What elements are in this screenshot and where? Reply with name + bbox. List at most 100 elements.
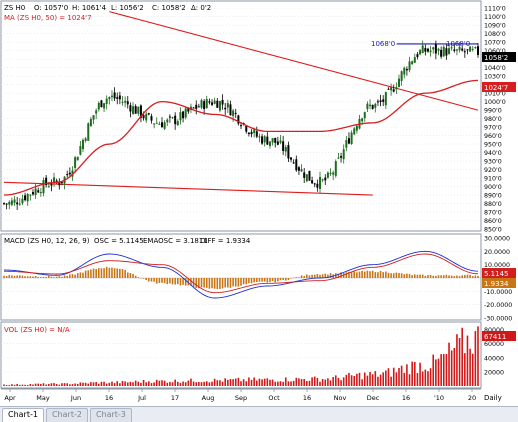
volume-bar	[321, 379, 324, 386]
macd-histogram-bar	[363, 271, 366, 278]
price-header-close: C: 1058'2	[152, 4, 186, 12]
price-y-tick: 1070'0	[484, 40, 506, 47]
trendline[interactable]	[109, 11, 479, 111]
volume-bar	[458, 337, 461, 386]
volume-bar	[158, 380, 161, 386]
trendline[interactable]	[3, 181, 373, 196]
macd-histogram-bar	[103, 268, 105, 278]
price-y-tick: 990'0	[484, 108, 502, 115]
macd-histogram-bar	[187, 278, 190, 286]
macd-histogram-bar	[76, 273, 79, 278]
candle	[458, 41, 461, 53]
volume-bar	[126, 382, 129, 386]
macd-histogram-bar	[411, 275, 413, 278]
volume-bar	[424, 369, 427, 386]
volume-bar	[477, 326, 479, 386]
macd-histogram-bar	[11, 275, 13, 278]
price-y-tick: 950'0	[484, 142, 502, 149]
macd-histogram-bar	[382, 272, 384, 278]
macd-histogram-bar	[61, 276, 63, 278]
macd-histogram-bar	[424, 275, 427, 278]
ma-price-badge	[482, 82, 516, 92]
macd-histogram-bar	[290, 278, 292, 279]
candle	[147, 112, 150, 116]
macd-histogram-bar	[464, 274, 466, 278]
candle	[158, 121, 161, 125]
candle	[342, 144, 345, 164]
price-y-tick: 910'0	[484, 176, 502, 183]
candle	[266, 132, 269, 145]
price-header-open: O: 1057'0	[34, 4, 68, 12]
macd-histogram-bar	[371, 270, 374, 278]
candle	[3, 202, 5, 206]
tab-chart-2[interactable]: Chart-2	[45, 408, 88, 422]
macd-histogram-bar	[26, 276, 29, 278]
macd-histogram-bar	[261, 278, 263, 282]
macd-osc-line	[3, 250, 479, 299]
macd-histogram-bar	[55, 276, 58, 278]
candle	[92, 115, 95, 125]
volume-bar	[219, 380, 221, 386]
volume-bar	[392, 367, 395, 386]
macd-histogram-bar	[108, 267, 111, 278]
tab-chart-1[interactable]: Chart-1	[2, 408, 44, 422]
candle	[316, 179, 319, 192]
price-y-tick: 1110'0	[484, 6, 506, 13]
macd-histogram-bar	[274, 278, 277, 283]
volume-bar	[229, 378, 232, 386]
volume-bar	[427, 371, 429, 386]
candle	[347, 132, 350, 145]
macd-histogram-bar	[316, 274, 319, 278]
macd-histogram-bar	[153, 278, 155, 282]
tab-chart-3[interactable]: Chart-3	[89, 408, 132, 422]
volume-bar	[366, 375, 369, 386]
macd-histogram-bar	[250, 278, 253, 284]
volume-bar	[414, 361, 416, 386]
candle	[21, 194, 24, 205]
candle	[271, 138, 274, 146]
volume-bar	[461, 327, 463, 386]
volume-bar	[111, 381, 113, 386]
macd-histogram-bar	[327, 274, 329, 278]
chart-canvas[interactable]: ZS H0 O: 1057'0 H: 1061'4 L: 1056'2 C: 1…	[0, 0, 518, 406]
volume-bar	[242, 379, 245, 386]
volume-bar	[190, 378, 192, 386]
volume-bar	[47, 383, 50, 386]
macd-header-diff: DIFF = 1.9334	[200, 237, 251, 245]
volume-bar	[332, 377, 334, 386]
volume-bar	[450, 350, 453, 386]
volume-bar	[406, 364, 408, 386]
macd-histogram-bar	[319, 274, 321, 278]
macd-histogram-bar	[245, 278, 248, 285]
volume-bar	[187, 380, 190, 386]
macd-histogram-bar	[450, 275, 453, 278]
ma-line	[3, 79, 479, 196]
volume-bar	[5, 385, 8, 386]
volume-bar	[337, 377, 340, 386]
candle	[466, 49, 469, 55]
candle	[419, 48, 422, 56]
price-header-symbol: ZS H0	[4, 4, 25, 12]
candle	[437, 47, 440, 56]
macd-histogram-bar	[361, 270, 363, 278]
candle	[292, 159, 295, 164]
price-panel[interactable]	[0, 0, 482, 232]
macd-histogram-bar	[184, 278, 187, 286]
candle	[261, 133, 264, 145]
scale-label[interactable]: Daily	[484, 394, 502, 402]
volume-bar	[287, 381, 290, 386]
candle	[319, 171, 321, 193]
macd-histogram-bar	[113, 268, 116, 278]
candle	[477, 42, 479, 58]
candle	[53, 172, 56, 187]
volume-bar	[92, 382, 95, 386]
macd-histogram-bar	[427, 274, 429, 278]
volume-bar	[116, 381, 119, 386]
macd-histogram-bar	[429, 274, 432, 278]
macd-histogram-bar	[474, 275, 477, 278]
price-y-tick: 970'0	[484, 125, 502, 132]
x-axis-label: Apr	[4, 394, 16, 402]
macd-histogram-bar	[229, 278, 232, 288]
volume-bar	[271, 379, 274, 386]
volume-bar	[119, 383, 121, 386]
